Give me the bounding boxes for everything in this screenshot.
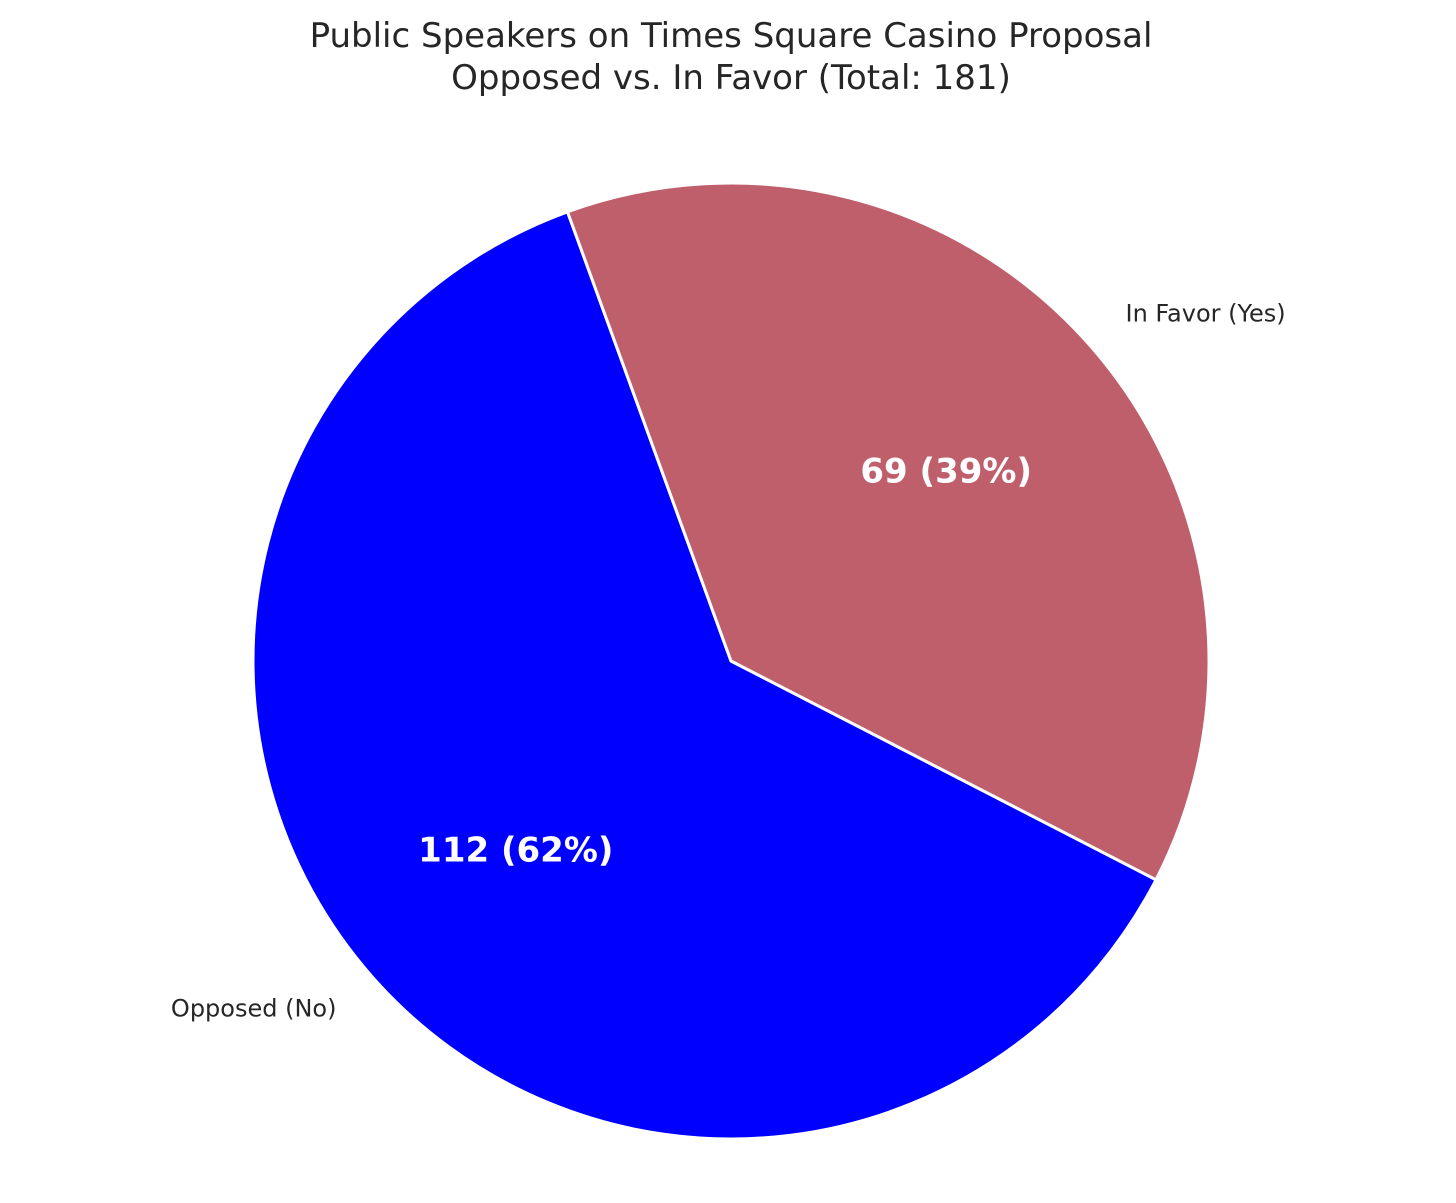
slice-value-label: 112 (62%) [418,831,613,871]
pie-slice-in-favor [566,181,1211,882]
slice-category-label: Opposed (No) [171,995,337,1023]
pie-slice-opposed [251,210,1158,1141]
slice-value-label: 69 (39%) [860,451,1032,491]
pie-labels: Opposed (No) 112 (62%) In Favor (Yes) 69 (3… [171,299,1286,1022]
chart-title: Public Speakers on Times Square Casino P… [310,16,1153,56]
slice-category-label: In Favor (Yes) [1126,299,1286,327]
pie-slices [251,181,1211,1141]
chart-subtitle: Opposed vs. In Favor (Total: 181) [451,58,1011,98]
